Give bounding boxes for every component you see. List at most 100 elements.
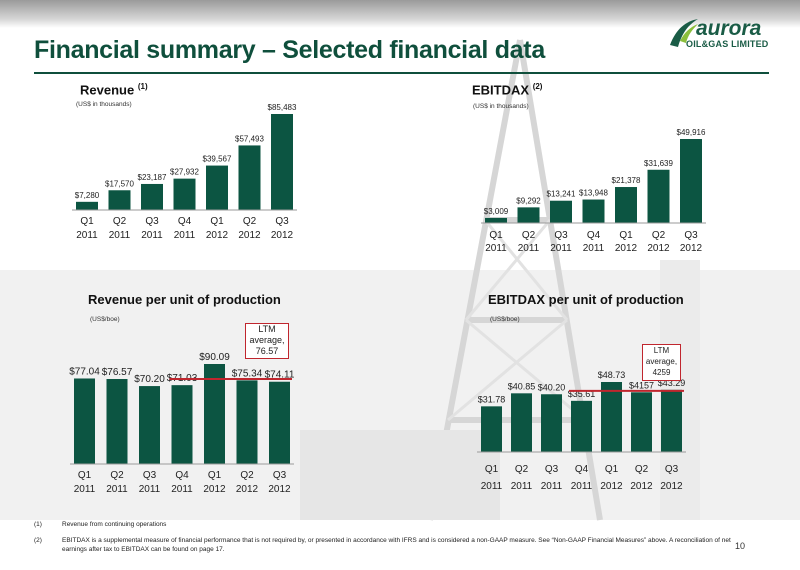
category-label: Q2 (522, 230, 536, 241)
footnote-number: (1) (34, 521, 42, 528)
ebitdax-unit: (US$ in thousands) (473, 103, 529, 110)
ltm-box-line: LTM (258, 324, 276, 334)
category-label: Q4 (175, 470, 189, 481)
bar (615, 187, 637, 223)
footnote-number: (2) (34, 537, 42, 544)
footnote-2: (2) EBITDAX is a supplemental measure of… (34, 536, 774, 556)
category-label: 2011 (511, 481, 533, 492)
category-label: Q3 (143, 470, 157, 481)
data-label: $85,483 (268, 103, 297, 112)
data-label: $40.85 (508, 381, 536, 391)
category-label: Q4 (575, 464, 589, 475)
ebitdax-title-note: (2) (532, 82, 543, 91)
bar (485, 217, 507, 223)
logo-subtitle: OIL&GAS LIMITED (686, 39, 769, 49)
revenue-per-unit-title: Revenue per unit of production (88, 292, 281, 307)
category-label: Q3 (273, 470, 287, 481)
category-label: 2011 (174, 230, 196, 241)
category-label: Q1 (78, 470, 92, 481)
data-label: $76.57 (102, 367, 133, 378)
data-label: $17,570 (105, 179, 134, 188)
category-label: 2012 (268, 484, 291, 495)
category-label: 2012 (271, 230, 294, 241)
category-label: 2011 (141, 230, 163, 241)
category-label: 2011 (518, 243, 540, 254)
category-label: 2011 (550, 243, 572, 254)
category-label: Q2 (635, 464, 649, 475)
bar (550, 200, 572, 223)
bar (106, 379, 128, 464)
bar (269, 381, 290, 464)
category-label: Q1 (619, 230, 633, 241)
ltm-box-line: average, (249, 335, 285, 345)
data-label: $7,280 (75, 191, 100, 200)
category-label: Q2 (113, 216, 127, 227)
category-label: 2011 (583, 243, 605, 254)
top-band (0, 0, 800, 28)
bar (139, 386, 160, 464)
bar (271, 114, 293, 210)
logo-swoosh-icon (670, 19, 698, 47)
revenue-title-note: (1) (137, 82, 148, 91)
ltm-box-line: 76.57 (255, 346, 279, 356)
bar (582, 199, 605, 223)
data-label: $21,378 (612, 176, 641, 185)
data-label: $77.04 (69, 366, 100, 377)
category-label: 2011 (481, 481, 503, 492)
bar (517, 207, 540, 223)
category-label: Q3 (275, 216, 289, 227)
data-label: $39,567 (203, 155, 232, 164)
category-label: 2012 (630, 481, 653, 492)
category-label: 2012 (238, 230, 261, 241)
category-label: 2011 (541, 481, 563, 492)
ltm-box-line: 4259 (652, 368, 671, 377)
ebitdax-per-unit-title: EBITDAX per unit of production (488, 292, 684, 307)
bar (74, 378, 95, 464)
revenue-unit: (US$ in thousands) (76, 101, 132, 108)
category-label: Q2 (240, 470, 254, 481)
category-label: Q1 (80, 216, 94, 227)
bar (236, 380, 258, 464)
data-label: $70.20 (134, 374, 165, 385)
ltm-box-line: average, (645, 357, 678, 366)
data-label: $49,916 (677, 128, 706, 137)
bar (76, 201, 98, 210)
category-label: 2012 (600, 481, 623, 492)
category-label: 2011 (109, 230, 131, 241)
category-label: Q3 (665, 464, 679, 475)
footnote-text: Revenue from continuing operations (62, 521, 167, 528)
bar (204, 364, 225, 464)
category-label: 2012 (206, 230, 229, 241)
category-label: 2012 (236, 484, 259, 495)
category-label: 2011 (106, 484, 128, 495)
bar (601, 382, 622, 452)
category-label: Q1 (485, 464, 499, 475)
bar (511, 393, 532, 452)
category-label: 2011 (571, 481, 593, 492)
ebitdax-per-unit-ltm-box: LTM average, 4259 (642, 344, 681, 381)
category-label: 2011 (485, 243, 507, 254)
bar (571, 400, 592, 452)
category-label: Q3 (545, 464, 559, 475)
footnote-text: EBITDAX is a supplemental measure of fin… (62, 537, 731, 553)
page-title: Financial summary – Selected financial d… (34, 36, 545, 64)
category-label: 2012 (660, 481, 683, 492)
data-label: $74.11 (265, 370, 295, 381)
category-label: Q4 (178, 216, 192, 227)
bar (206, 165, 228, 210)
bar (647, 169, 670, 223)
data-label: $4157 (629, 380, 654, 390)
category-label: 2012 (647, 243, 670, 254)
category-label: 2012 (615, 243, 638, 254)
data-label: $31.78 (478, 394, 506, 404)
data-label: $48.73 (598, 370, 626, 380)
data-label: $13,241 (547, 190, 576, 199)
data-label: $43.29 (658, 378, 686, 388)
bar (631, 392, 652, 452)
ltm-box-line: LTM (653, 346, 670, 355)
data-label: $75.34 (232, 368, 263, 379)
